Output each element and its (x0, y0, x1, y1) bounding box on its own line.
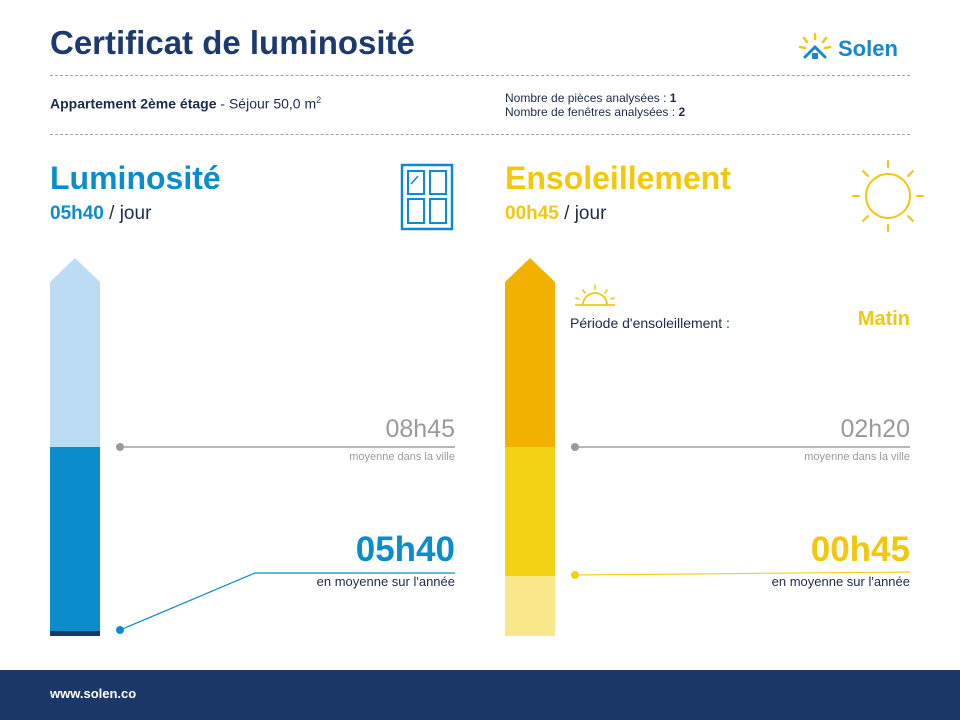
flat-name: Appartement 2ème étage (50, 95, 217, 112)
luminosite-daily: 05h40 / jour (50, 203, 151, 225)
sunrise-icon (575, 284, 615, 306)
page-title: Certificat de luminosité (50, 24, 415, 61)
flat-description: Appartement 2ème étage - Séjour 50,0 m2 (50, 95, 321, 112)
ensoleillement-city-label: moyenne dans la ville (804, 451, 910, 463)
ensoleillement-daily: 00h45 / jour (505, 203, 606, 225)
city-reference-dot (571, 443, 579, 451)
ensoleillement-daily-value: 00h45 (505, 203, 559, 224)
brand-name: Solen (838, 36, 898, 61)
footer-link[interactable]: www.solen.co (50, 686, 137, 701)
luminosite-bar-city (50, 258, 100, 447)
sun-period-label: Période d'ensoleillement : (570, 315, 730, 331)
ensoleillement-bar-graphic (505, 258, 911, 636)
luminosite-average-label: en moyenne sur l'année (316, 574, 455, 589)
luminosite-city-label: moyenne dans la ville (349, 451, 455, 463)
ensoleillement-bar-top (505, 258, 555, 447)
city-reference-dot (116, 443, 124, 451)
rooms-count-label: Nombre de pièces analysées : (505, 91, 670, 105)
luminosite-heading: Luminosité (50, 160, 221, 196)
luminosite-bar-base (50, 631, 100, 636)
room-unit-exponent: 2 (316, 95, 322, 105)
divider (50, 134, 910, 135)
sun-icon (852, 160, 924, 232)
luminosite-city-value: 08h45 (385, 415, 455, 443)
ensoleillement-bar-city (505, 447, 555, 576)
average-dot (116, 626, 124, 634)
luminosite-average-value: 05h40 (355, 530, 455, 569)
average-leader-line (119, 572, 455, 631)
luminosite-bar-graphic (50, 258, 455, 636)
room-description: Séjour 50,0 m (228, 95, 317, 112)
windows-count-label: Nombre de fenêtres analysées : (505, 105, 679, 119)
rooms-count-value: 1 (669, 91, 677, 105)
average-dot (571, 571, 579, 579)
ensoleillement-per-day: / jour (558, 203, 607, 224)
solen-logo-icon (798, 32, 832, 59)
divider (50, 75, 910, 76)
windows-count-value: 2 (678, 105, 686, 119)
analysis-counts: Nombre de pièces analysées : 1 Nombre de… (505, 91, 685, 119)
footer (0, 670, 960, 720)
ensoleillement-heading: Ensoleillement (505, 160, 731, 196)
window-icon (400, 163, 454, 231)
luminosite-bar-main (50, 447, 100, 631)
ensoleillement-average-value: 00h45 (810, 530, 910, 569)
sun-period-value: Matin (857, 308, 910, 330)
luminosite-daily-value: 05h40 (50, 203, 104, 224)
ensoleillement-average-label: en moyenne sur l'année (771, 574, 910, 589)
ensoleillement-bar-main (505, 576, 555, 636)
luminosite-per-day: / jour (103, 203, 152, 224)
flat-separator: - (216, 95, 229, 112)
ensoleillement-city-value: 02h20 (840, 415, 910, 443)
average-leader-line (574, 571, 911, 576)
